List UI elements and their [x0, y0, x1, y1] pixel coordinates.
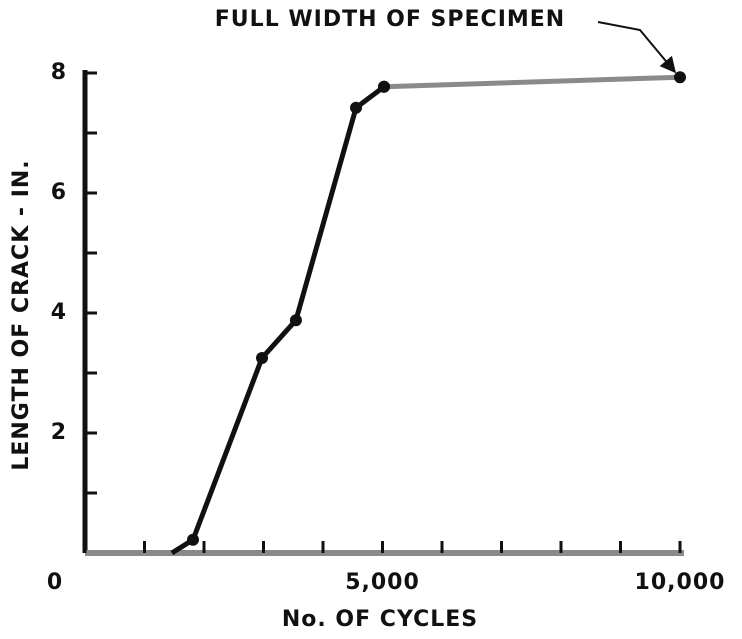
y-tick-label: 4: [51, 300, 67, 325]
y-axis-label: LENGTH OF CRACK - IN.: [9, 159, 34, 470]
point: [289, 314, 302, 327]
y-tick-label: 2: [51, 420, 67, 445]
point: [377, 80, 390, 93]
x-tick-label: 10,000: [635, 570, 726, 595]
point: [350, 101, 363, 114]
x-tick-label: 5,000: [345, 570, 420, 595]
annotation: FULL WIDTH OF SPECIMEN: [215, 7, 565, 32]
line: [383, 74, 681, 90]
x-axis-label: No. OF CYCLES: [282, 607, 478, 632]
point: [674, 71, 686, 84]
point: [256, 352, 269, 364]
line: [170, 84, 386, 556]
x-tick-label: 0: [47, 570, 63, 595]
point: [186, 533, 199, 546]
y-tick-label: 6: [51, 180, 67, 205]
annotation-arrow: [597, 21, 677, 74]
y-tick-label: 8: [51, 60, 67, 85]
